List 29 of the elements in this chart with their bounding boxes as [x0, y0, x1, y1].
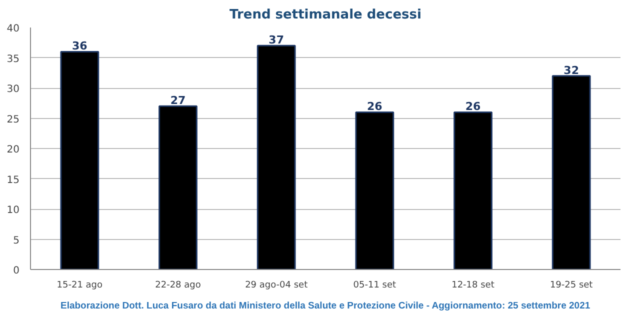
- chart-title: Trend settimanale decessi: [230, 8, 422, 22]
- x-tick-label: 19-25 set: [550, 280, 594, 290]
- data-label: 27: [170, 94, 186, 108]
- x-tick-label: 05-11 set: [353, 280, 397, 290]
- y-tick-label: 0: [13, 266, 20, 276]
- y-tick-label: 20: [6, 144, 20, 156]
- bar: [355, 111, 394, 270]
- y-tick-label: 10: [6, 205, 20, 216]
- data-label: 32: [564, 64, 579, 77]
- text: Elaborazione Dott. Luca Fusaro da dati Ministero della Salute e Protezione Civile - Aggiornamento: 25 settembre 2021: [60, 300, 591, 312]
- bar: [158, 105, 198, 270]
- bar: [60, 50, 100, 270]
- bar: [454, 111, 492, 270]
- y-tick-label: 5: [13, 235, 20, 246]
- x-tick-label: 12-18 set: [452, 280, 495, 290]
- x-tick-label: 22-28 ago: [155, 280, 202, 290]
- y-tick-label: 25: [6, 114, 20, 126]
- data-label: 36: [72, 40, 88, 53]
- data-label: 37: [268, 34, 284, 47]
- y-tick-label: 15: [6, 174, 20, 186]
- y-tick-label: 40: [6, 24, 20, 34]
- y-tick-label: 30: [6, 84, 20, 95]
- data-label: 26: [465, 100, 481, 114]
- bar: [552, 75, 591, 270]
- y-tick-label: 35: [6, 54, 20, 65]
- x-tick-label: 29 ago-04 set: [245, 280, 308, 290]
- x-tick-label: 15-21 ago: [56, 280, 104, 290]
- data-label: 26: [367, 100, 383, 114]
- bar: [256, 44, 296, 270]
